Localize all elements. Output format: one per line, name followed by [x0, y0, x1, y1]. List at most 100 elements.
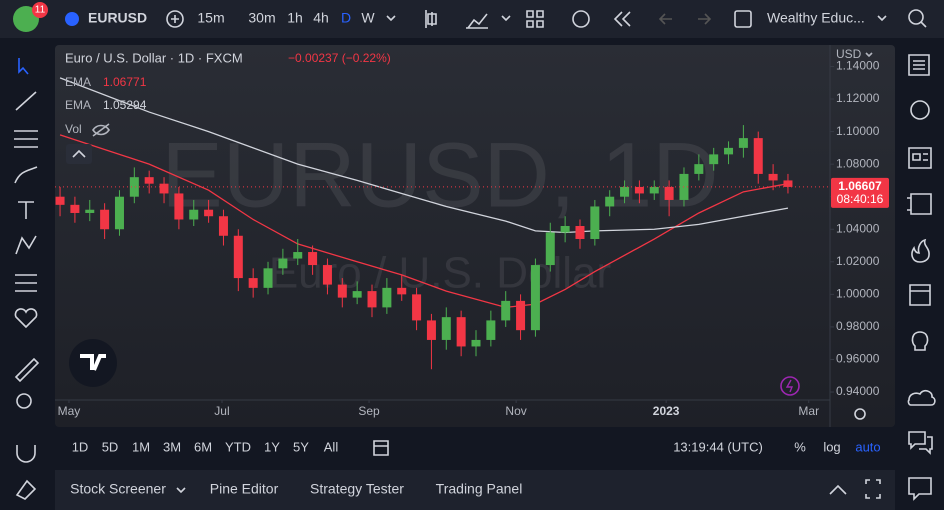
- hotlists[interactable]: [911, 238, 930, 263]
- dropdown[interactable]: [176, 487, 186, 494]
- ideas[interactable]: [911, 331, 929, 351]
- candle-body: [204, 209, 214, 217]
- interval-active[interactable]: D: [341, 10, 351, 26]
- watchlist[interactable]: [908, 54, 930, 76]
- undo[interactable]: [658, 13, 672, 25]
- candle-body: [382, 287, 392, 308]
- zoom[interactable]: [16, 393, 32, 409]
- auto-toggle[interactable]: auto: [855, 439, 880, 454]
- settings[interactable]: [854, 408, 866, 420]
- eraser[interactable]: [15, 479, 37, 500]
- dropdown[interactable]: [386, 15, 396, 22]
- clock[interactable]: 13:19:44 (UTC): [673, 439, 763, 454]
- prediction-tool[interactable]: [15, 274, 37, 292]
- calendar[interactable]: [909, 284, 931, 306]
- candle-body: [709, 154, 719, 165]
- percent-toggle[interactable]: %: [794, 439, 806, 454]
- hide-icon[interactable]: [92, 123, 110, 137]
- chats[interactable]: [908, 431, 933, 455]
- range[interactable]: 6M: [194, 439, 212, 454]
- redo[interactable]: [698, 13, 712, 25]
- indicators[interactable]: [466, 13, 488, 29]
- interval[interactable]: 1h: [287, 10, 303, 26]
- favorites[interactable]: [14, 308, 38, 329]
- dropdown[interactable]: [501, 15, 511, 22]
- alert[interactable]: [572, 10, 590, 28]
- last-price-label: 1.06607: [838, 179, 882, 193]
- chart-type[interactable]: [425, 10, 437, 28]
- measure[interactable]: [14, 357, 40, 383]
- collapse-icon: [72, 149, 86, 158]
- interval[interactable]: 4h: [313, 10, 329, 26]
- candle-body: [605, 196, 615, 207]
- y-tick-label: 1.00000: [836, 287, 880, 301]
- range[interactable]: 5D: [102, 439, 119, 454]
- range[interactable]: 5Y: [293, 439, 309, 454]
- line-tool[interactable]: [15, 91, 37, 111]
- candle-body: [560, 225, 570, 233]
- news[interactable]: [908, 147, 932, 169]
- add-symbol[interactable]: [166, 10, 184, 28]
- currency[interactable]: USD: [836, 47, 862, 61]
- candle-body: [724, 147, 734, 155]
- candle-body: [70, 204, 80, 213]
- range[interactable]: YTD: [225, 439, 251, 454]
- interval[interactable]: 30m: [248, 10, 275, 26]
- y-tick-label: 1.14000: [836, 59, 880, 73]
- log-toggle[interactable]: log: [823, 439, 840, 454]
- ema-label: EMA: [65, 75, 91, 89]
- pattern-tool[interactable]: [15, 235, 37, 255]
- layouts[interactable]: [526, 10, 544, 28]
- alerts[interactable]: [910, 100, 930, 120]
- badge: [32, 2, 48, 18]
- layout-box[interactable]: [734, 10, 752, 28]
- goto-date[interactable]: [373, 440, 389, 456]
- range[interactable]: 1M: [132, 439, 150, 454]
- candle-body: [649, 186, 659, 194]
- candle-body: [159, 183, 169, 194]
- ema-value: 1.06771: [103, 75, 147, 89]
- fib-tool[interactable]: [14, 130, 38, 148]
- y-tick-label: 0.94000: [836, 384, 880, 398]
- data-window[interactable]: [907, 193, 932, 215]
- range[interactable]: 1D: [72, 439, 89, 454]
- interval[interactable]: W: [361, 10, 375, 26]
- range[interactable]: All: [324, 439, 339, 454]
- candle-body: [545, 232, 555, 266]
- y-tick-label: 1.02000: [836, 254, 880, 268]
- candle-body: [233, 235, 243, 279]
- range[interactable]: 3M: [163, 439, 181, 454]
- currency-dropdown[interactable]: [865, 52, 873, 58]
- panel-tab[interactable]: Pine Editor: [210, 481, 279, 497]
- candle-body: [620, 186, 630, 197]
- cursor-tool[interactable]: [18, 58, 29, 75]
- fullscreen[interactable]: [865, 479, 881, 499]
- x-tick-label: Jul: [214, 404, 229, 418]
- dropdown[interactable]: [877, 15, 887, 22]
- collapse-btn[interactable]: [66, 144, 92, 164]
- ema-value: 1.05294: [103, 98, 147, 112]
- account[interactable]: Wealthy Educ...: [767, 10, 865, 26]
- candle-body: [352, 291, 362, 298]
- ema-line: [59, 77, 789, 234]
- panel-tab[interactable]: Strategy Tester: [310, 481, 404, 497]
- last-price-tag: [831, 177, 889, 208]
- search[interactable]: [908, 9, 924, 25]
- brush-tool[interactable]: [14, 166, 38, 184]
- magnet[interactable]: [16, 445, 36, 463]
- notifications[interactable]: [908, 477, 932, 501]
- replay[interactable]: [613, 11, 631, 27]
- y-tick-label: 1.04000: [836, 221, 880, 235]
- panel-tab[interactable]: Trading Panel: [436, 481, 523, 497]
- range[interactable]: 1Y: [264, 439, 280, 454]
- maximize-panel[interactable]: [829, 484, 847, 495]
- event-icon[interactable]: [780, 376, 800, 396]
- streams[interactable]: [907, 389, 936, 406]
- text-tool[interactable]: [18, 201, 34, 219]
- x-tick-label: Sep: [358, 404, 380, 418]
- interval[interactable]: 15m: [197, 10, 224, 26]
- symbol[interactable]: EURUSD: [88, 10, 147, 26]
- candle-body: [322, 265, 332, 285]
- panel-tab[interactable]: Stock Screener: [70, 481, 166, 497]
- candle-body: [129, 177, 139, 197]
